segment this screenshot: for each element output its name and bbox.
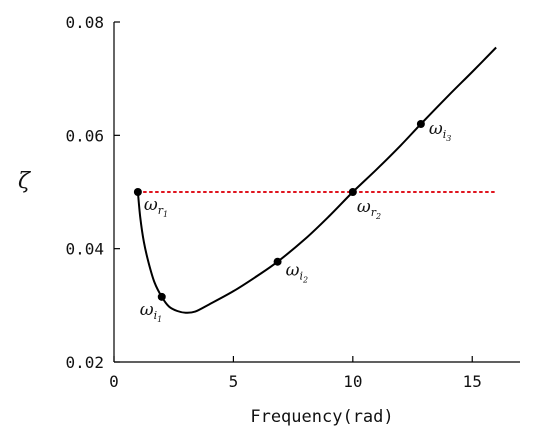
points-layer: ωr1 ωi1 ωi2 ωr2 ωi3 — [133, 119, 452, 324]
point-annotation: ωi1 — [140, 300, 163, 324]
x-tick-label: 15 — [463, 372, 482, 391]
marker-point — [416, 120, 425, 128]
ticks: 0 5 10 15 0.02 0.04 0.06 0.08 — [65, 13, 481, 391]
marker-point — [157, 292, 166, 301]
point-annotation: ωi2 — [286, 261, 309, 285]
point-annotation: ωr2 — [357, 197, 381, 221]
marker-point — [133, 188, 142, 196]
series-layer — [136, 46, 498, 314]
damping-curve — [136, 46, 497, 314]
point-annotation: ωr1 — [144, 195, 168, 219]
x-tick-label: 0 — [109, 372, 119, 391]
point-annotation: ωi3 — [429, 119, 452, 143]
y-tick-label: 0.06 — [65, 126, 104, 145]
y-tick-label: 0.02 — [65, 353, 104, 372]
y-tick-label: 0.08 — [65, 13, 104, 32]
axes — [113, 22, 520, 363]
x-tick-label: 10 — [343, 372, 362, 391]
x-tick-label: 5 — [229, 372, 239, 391]
marker-point — [273, 257, 282, 266]
x-axis-label: Frequency(rad) — [250, 407, 393, 427]
y-tick-label: 0.04 — [65, 240, 104, 259]
marker-point — [348, 188, 357, 196]
y-axis-label: ζ — [18, 169, 32, 194]
